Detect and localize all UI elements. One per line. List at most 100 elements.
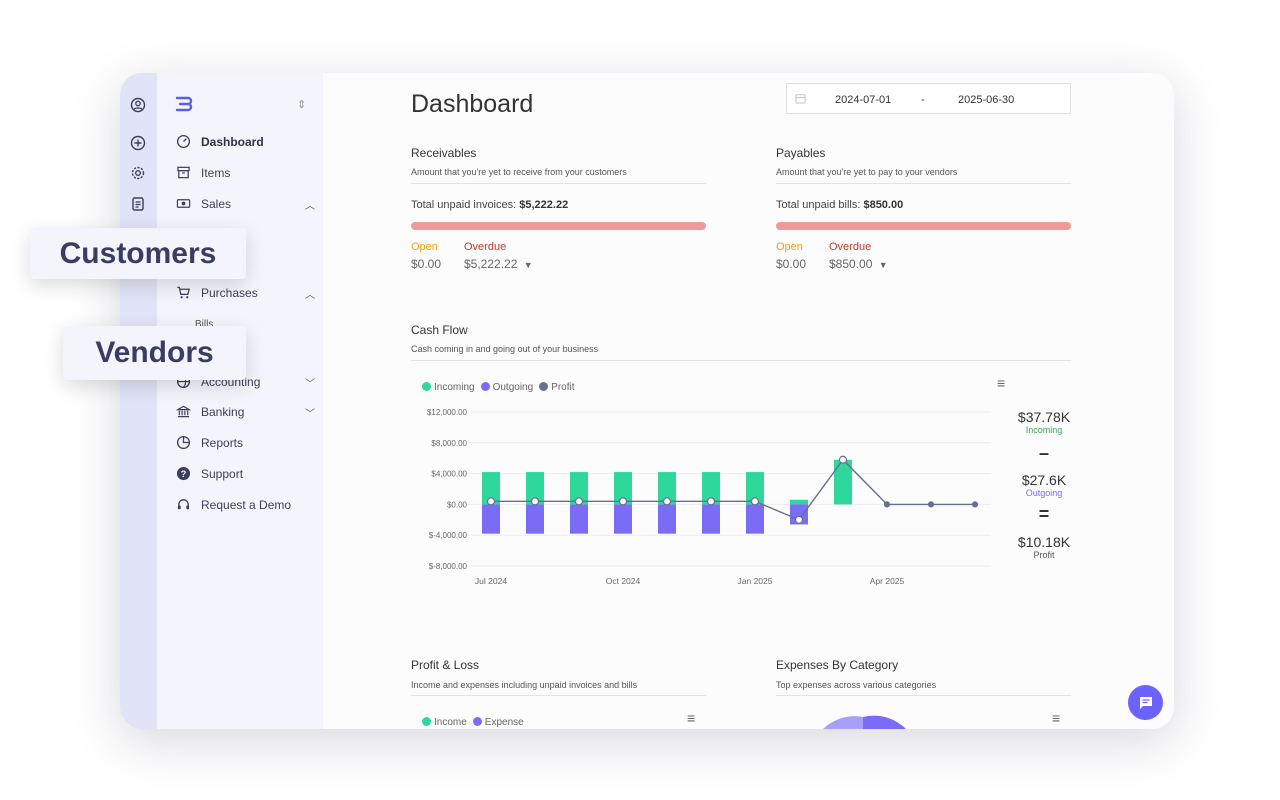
sidebar-item-sales[interactable]: Sales ︿ — [175, 193, 315, 215]
bar-incoming — [834, 459, 852, 505]
bar-incoming — [526, 472, 544, 505]
caret-down-icon[interactable]: ▼ — [878, 260, 888, 270]
profit-point — [618, 497, 628, 506]
divider — [776, 695, 1071, 696]
profit-loss-subtitle: Income and expenses including unpaid inv… — [411, 680, 638, 690]
y-tick-label: $-4,000.00 — [429, 531, 468, 540]
bank-icon — [175, 404, 191, 420]
outgoing-total: $27.6K — [1021, 472, 1067, 488]
y-tick-label: $8,000.00 — [431, 439, 467, 448]
legend-expense[interactable]: Expense — [472, 717, 524, 728]
cashflow-subtitle: Cash coming in and going out of your bus… — [411, 344, 599, 354]
legend-label: Income — [434, 717, 467, 728]
receivables-open-value: $0.00 — [411, 257, 442, 271]
headset-icon — [175, 497, 191, 513]
sidebar-item-label: Items — [201, 166, 231, 180]
sidebar-item-label: Support — [201, 467, 244, 481]
profit-line — [491, 458, 975, 521]
cashflow-title: Cash Flow — [411, 323, 468, 337]
total-label: Total unpaid invoices: — [411, 199, 517, 211]
x-tick-label: Apr 2025 — [870, 576, 905, 586]
bar-outgoing — [746, 504, 764, 534]
incoming-total: $37.78K — [1017, 409, 1071, 425]
chevron-up-icon[interactable]: ︿ — [305, 200, 315, 212]
brand-logo[interactable] — [175, 95, 195, 113]
x-tick-label: Jan 2025 — [738, 576, 773, 586]
receivables-overdue-value[interactable]: $5,222.22 ▼ — [464, 257, 533, 271]
payables-title: Payables — [776, 146, 826, 160]
cashflow-chart: $12,000.00 $8,000.00 $4,000.00 $0.00 $-4,000… — [427, 408, 991, 586]
sidebar-item-dashboard[interactable]: Dashboard — [175, 131, 315, 153]
date-separator: - — [921, 94, 925, 106]
app-window: ⇕ Dashboard Items Sales ︿ Purchases ︿ Bi… — [120, 73, 1174, 729]
bar-outgoing — [658, 504, 676, 534]
divider — [411, 183, 706, 184]
legend-income[interactable]: Income — [422, 717, 467, 728]
payables-overdue-value[interactable]: $850.00 ▼ — [829, 257, 888, 271]
total-label: Total unpaid bills: — [776, 199, 861, 211]
expenses-subtitle: Top expenses across various categories — [776, 680, 937, 690]
chart-menu-icon[interactable]: ≡ — [1052, 710, 1061, 726]
equals-sign: = — [1038, 504, 1050, 524]
incoming-label: Incoming — [1025, 425, 1063, 435]
page-title: Dashboard — [411, 90, 534, 118]
receivables-overdue-label: Overdue — [464, 241, 507, 253]
receivables-subtitle: Amount that you're yet to receive from y… — [411, 167, 627, 177]
plus-circle-icon[interactable] — [130, 135, 146, 151]
bar-incoming — [614, 472, 632, 505]
sidebar-subitem-bills[interactable]: Bills — [195, 319, 214, 330]
date-from[interactable]: 2024-07-01 — [835, 94, 892, 106]
sidebar-item-banking[interactable]: Banking ﹀ — [175, 401, 315, 423]
user-circle-icon[interactable] — [130, 97, 146, 113]
donut-slice[interactable] — [823, 716, 863, 729]
profit-point — [750, 497, 760, 506]
chat-button[interactable] — [1128, 685, 1163, 720]
profit-point — [530, 497, 540, 506]
gear-icon[interactable] — [130, 165, 146, 181]
chevron-up-icon[interactable]: ︿ — [305, 289, 315, 301]
sidebar-item-label: Dashboard — [201, 135, 264, 149]
profit-point — [883, 501, 891, 508]
profit-point — [838, 455, 848, 464]
donut-slice[interactable] — [863, 715, 906, 729]
y-tick-label: $12,000.00 — [427, 408, 468, 417]
sidebar-item-label: Request a Demo — [201, 498, 292, 512]
sort-icon[interactable]: ⇕ — [297, 99, 307, 111]
sidebar-item-items[interactable]: Items — [175, 162, 315, 184]
sidebar-item-request-demo[interactable]: Request a Demo — [175, 494, 315, 516]
payables-total: Total unpaid bills: $850.00 — [776, 199, 903, 211]
legend-incoming[interactable]: Incoming — [422, 382, 475, 393]
sidebar-item-label: Sales — [201, 197, 232, 211]
chart-menu-icon[interactable]: ≡ — [687, 710, 696, 726]
chevron-down-icon[interactable]: ﹀ — [305, 408, 315, 420]
date-to[interactable]: 2025-06-30 — [958, 94, 1015, 106]
profit-point — [574, 497, 584, 506]
sidebar-item-support[interactable]: ? Support — [175, 463, 315, 485]
payables-overdue-label: Overdue — [829, 241, 872, 253]
profit-point — [486, 497, 496, 506]
document-icon[interactable] — [130, 196, 146, 212]
sidebar-item-purchases[interactable]: Purchases ︿ — [175, 282, 315, 304]
receivables-open-label: Open — [411, 241, 438, 253]
caret-down-icon[interactable]: ▼ — [523, 260, 533, 270]
bar-incoming — [658, 472, 676, 505]
legend-outgoing[interactable]: Outgoing — [480, 382, 533, 393]
x-tick-label: Jul 2024 — [475, 576, 507, 586]
payables-open-label: Open — [776, 241, 803, 253]
profit-point — [971, 501, 979, 508]
chat-icon — [1139, 696, 1152, 709]
bar-outgoing — [570, 504, 588, 534]
legend-profit[interactable]: Profit — [539, 382, 575, 393]
icon-rail — [120, 73, 157, 729]
divider — [411, 360, 1071, 361]
calendar-icon — [795, 93, 806, 107]
expenses-donut-chart — [823, 715, 906, 729]
chart-menu-icon[interactable]: ≡ — [997, 375, 1006, 391]
vendors-callout: Vendors — [63, 326, 246, 380]
incoming-summary: $37.78K Incoming — [1004, 409, 1084, 435]
y-tick-label: $0.00 — [447, 500, 468, 509]
sidebar-item-reports[interactable]: Reports — [175, 432, 315, 454]
chevron-down-icon[interactable]: ﹀ — [305, 378, 315, 390]
bar-incoming — [702, 472, 720, 505]
date-range-picker[interactable]: 2024-07-01 - 2025-06-30 — [786, 83, 1071, 114]
